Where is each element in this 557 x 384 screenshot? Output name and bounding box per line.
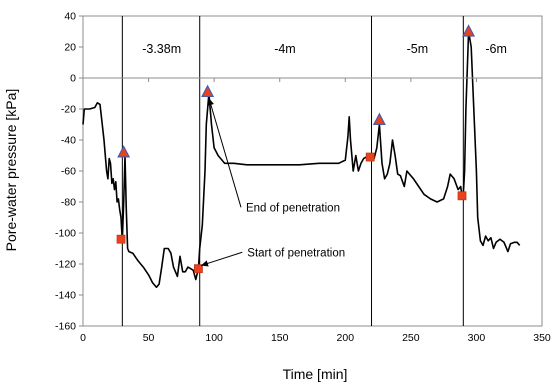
phase-label: -6m xyxy=(485,42,507,56)
x-tick-label: 200 xyxy=(337,332,355,344)
start-penetration-marker xyxy=(194,264,203,274)
end-penetration-marker xyxy=(462,24,476,37)
plot-area: -3.38m -4m -5m -6m xyxy=(82,15,543,327)
y-axis-title: Pore-water pressure [kPa] xyxy=(3,89,19,252)
annotation-label: Start of penetration xyxy=(247,247,345,259)
x-tick-label: 300 xyxy=(468,332,486,344)
phase-label: -5m xyxy=(407,42,429,56)
start-penetration-marker xyxy=(457,191,467,201)
annotation: Start of penetration xyxy=(200,247,345,267)
y-tick-label: 0 xyxy=(70,73,76,85)
x-tick-label: 250 xyxy=(402,332,420,344)
end-penetration-marker xyxy=(201,84,215,98)
phase-label: -3.38m xyxy=(142,42,181,56)
y-tick-label: -120 xyxy=(55,259,76,271)
annotation-arrow-line xyxy=(200,251,243,267)
y-tick-label: 20 xyxy=(64,42,76,54)
start-penetration-marker xyxy=(365,152,375,162)
x-axis-title: Time [min] xyxy=(283,366,348,382)
end-penetration-marker xyxy=(372,112,386,125)
y-tick-label: -140 xyxy=(55,290,76,302)
start-penetration-marker xyxy=(116,234,126,244)
plot-frame xyxy=(82,15,543,327)
end-penetration-marker xyxy=(117,145,131,158)
y-tick-label: -20 xyxy=(61,104,76,116)
x-tick-label: 0 xyxy=(80,332,86,344)
phase-label: -4m xyxy=(274,42,296,56)
y-tick-label: -40 xyxy=(61,135,76,147)
x-tick-label: 50 xyxy=(143,332,155,344)
x-tick-label: 100 xyxy=(205,332,223,344)
x-tick-label: 350 xyxy=(533,332,551,344)
x-tick-label: 150 xyxy=(271,332,289,344)
data-layer: End of penetration Start of penetration xyxy=(82,24,521,289)
annotation-label: End of penetration xyxy=(246,202,340,214)
y-tick-label: -100 xyxy=(55,228,76,240)
series-line xyxy=(82,30,521,289)
annotation-arrowhead xyxy=(201,260,209,267)
y-tick-label: -160 xyxy=(55,321,76,333)
annotation-arrow-line xyxy=(208,98,242,208)
y-tick-label: -80 xyxy=(61,197,76,209)
y-tick-label: -60 xyxy=(61,166,76,178)
annotation-arrowhead xyxy=(207,98,214,106)
annotation: End of penetration xyxy=(207,98,340,214)
y-tick-label: 40 xyxy=(64,11,76,23)
